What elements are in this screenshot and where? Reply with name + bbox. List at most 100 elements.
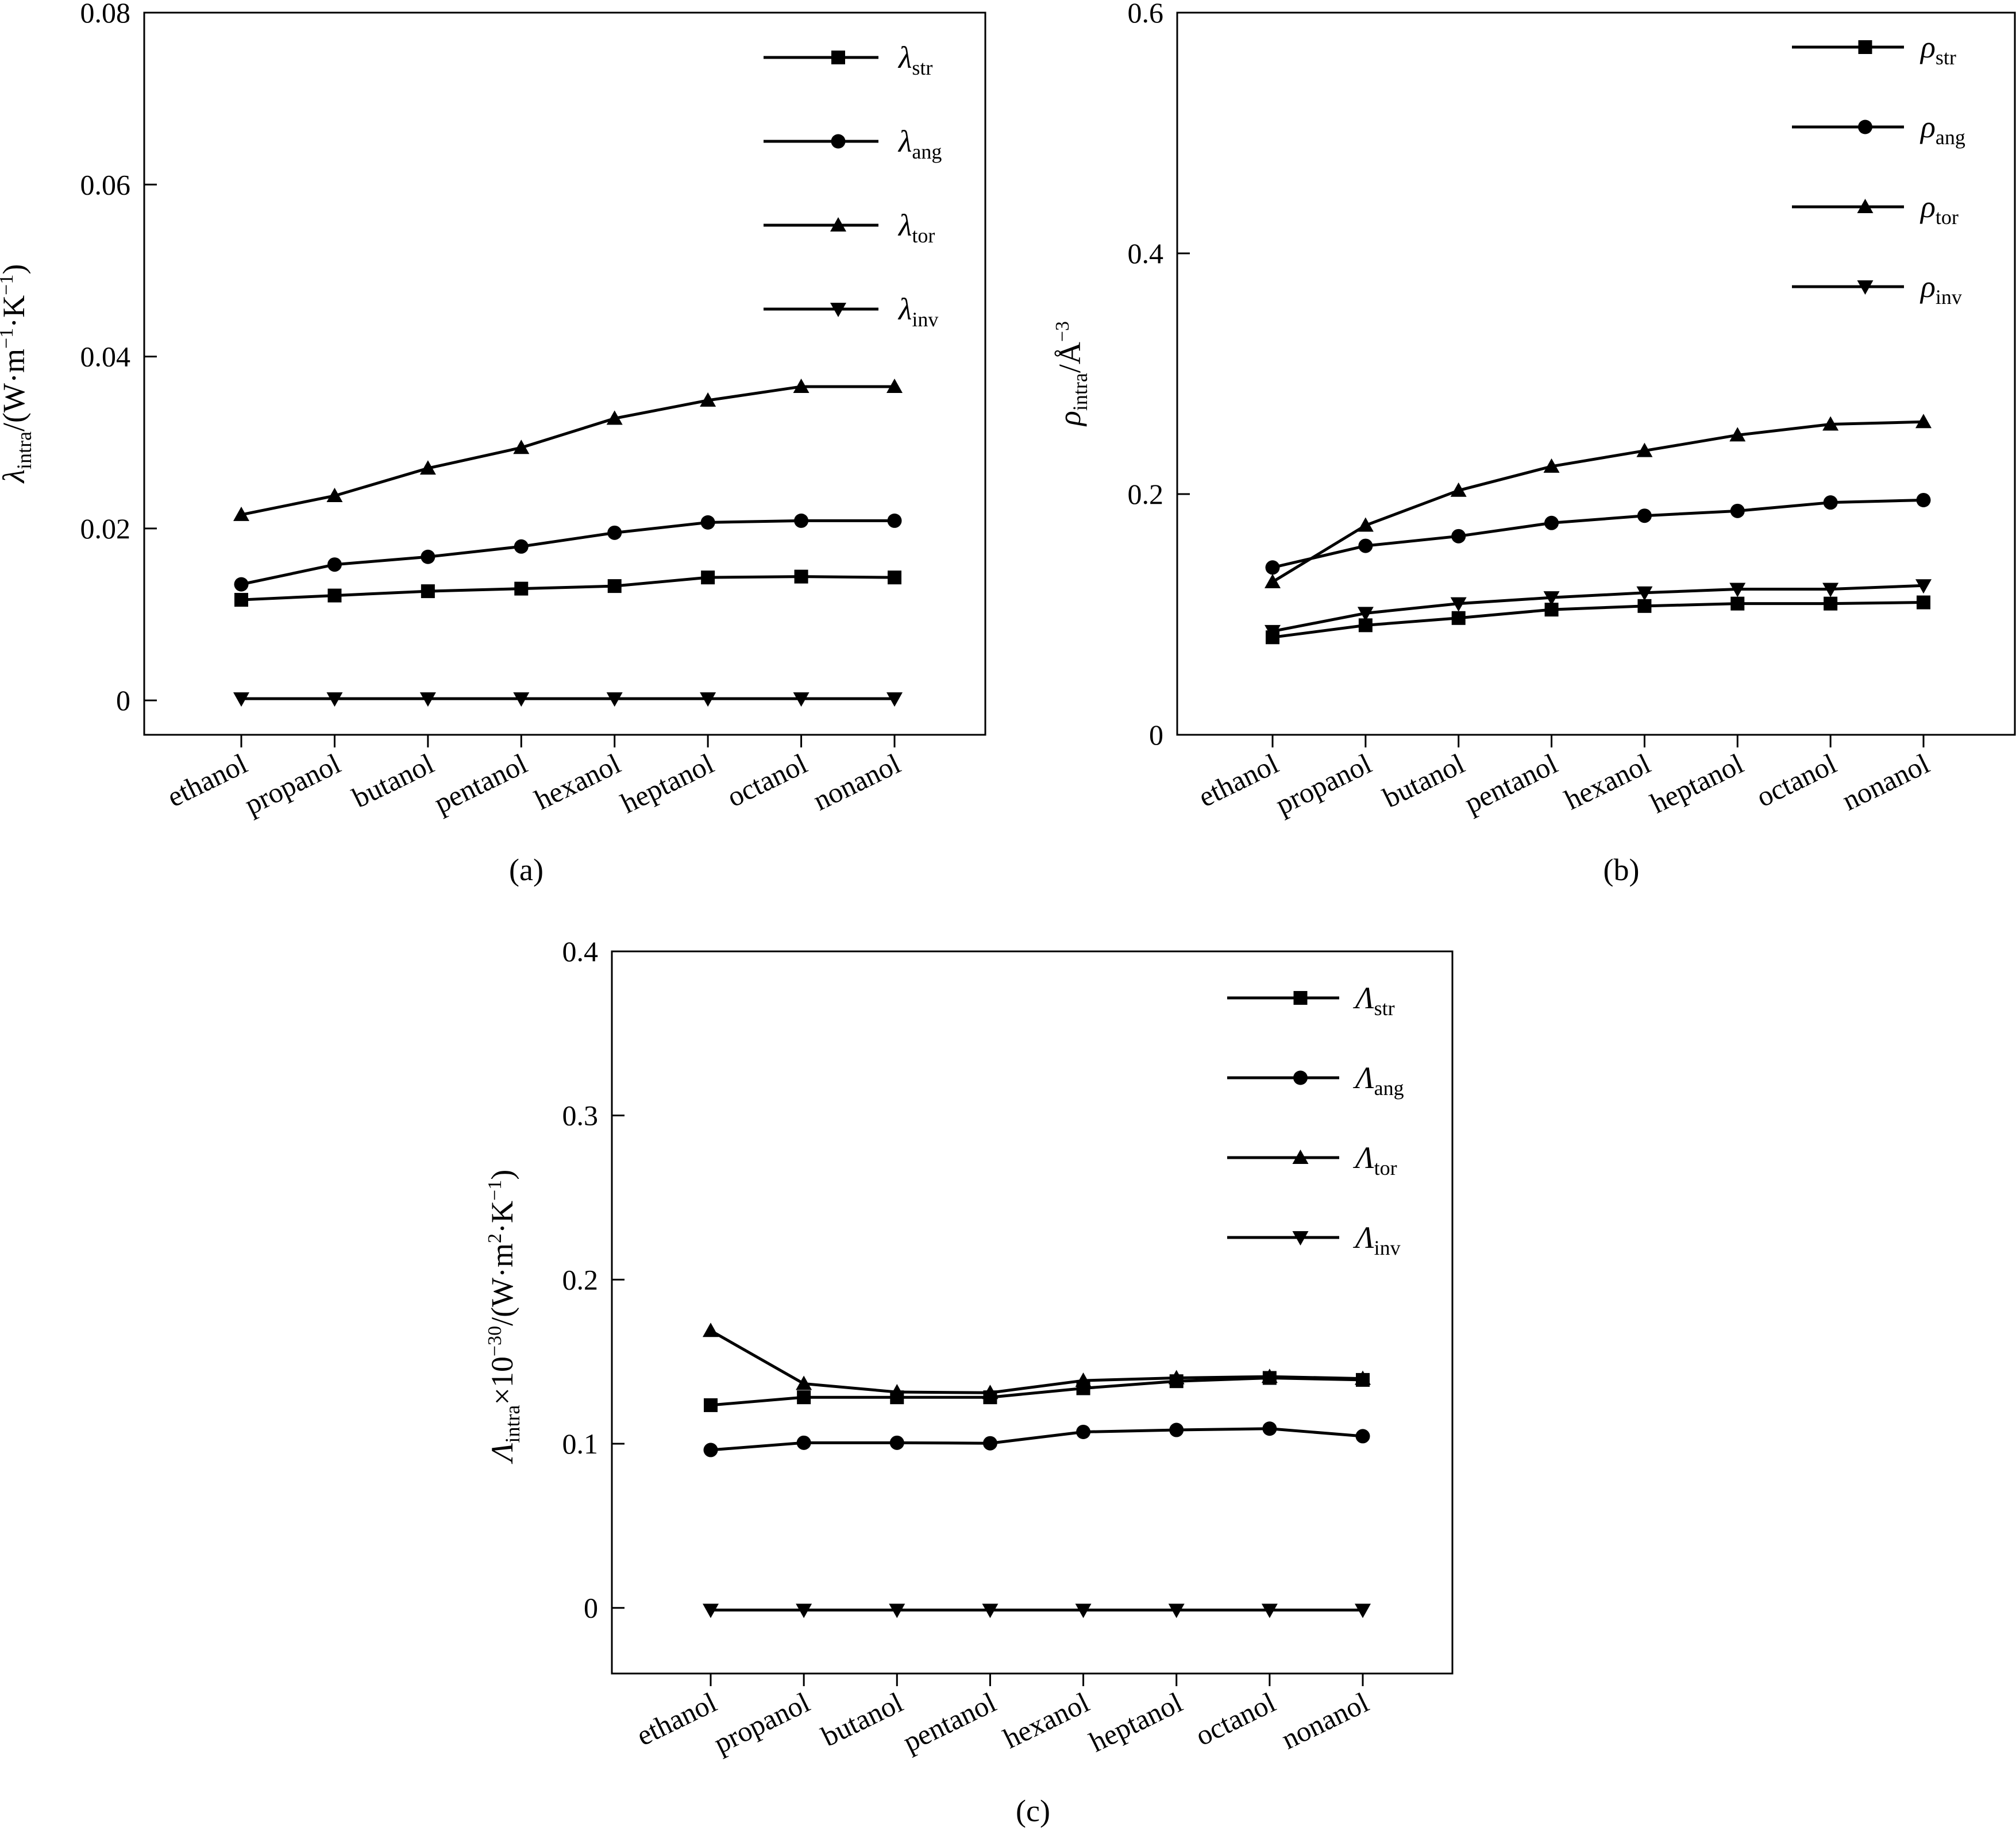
data-point-inv: [700, 692, 716, 707]
x-tick-label: butanol: [1378, 747, 1469, 814]
data-point-str: [607, 579, 622, 593]
data-point-ang: [887, 513, 902, 528]
y-tick-label: 0.04: [80, 341, 131, 373]
data-point-str: [888, 570, 901, 585]
y-tick-label: 0.1: [562, 1428, 599, 1460]
data-point-ang: [1451, 529, 1466, 543]
data-point-inv: [419, 692, 436, 707]
legend-marker-inv: [830, 303, 846, 317]
data-point-str: [1637, 599, 1652, 613]
data-point-ang: [514, 539, 529, 554]
series-line-str: [1272, 601, 1924, 639]
data-point-ang: [1730, 503, 1745, 518]
legend-label-tor: Λtor: [1352, 1140, 1397, 1179]
series-line-str: [241, 575, 895, 602]
legend-label-inv: λinv: [897, 292, 938, 331]
data-point-inv: [1265, 624, 1281, 639]
data-point-ang: [1076, 1424, 1091, 1439]
legend-marker-str: [831, 51, 845, 64]
data-point-tor: [1543, 458, 1560, 473]
series-inv: [703, 1603, 1371, 1618]
series-line-inv: [1272, 584, 1924, 633]
data-point-str: [327, 588, 342, 603]
data-point-inv: [1355, 1603, 1371, 1618]
data-point-ang: [703, 1443, 718, 1458]
data-point-str: [701, 570, 715, 585]
y-tick-label: 0: [584, 1592, 598, 1624]
plot-frame: [143, 11, 986, 736]
data-point-inv: [1822, 583, 1839, 597]
data-point-ang: [1916, 492, 1931, 507]
y-tick-label: 0.4: [1128, 237, 1164, 269]
x-tick-label: pentanol: [1459, 747, 1562, 820]
data-point-str: [797, 1390, 811, 1405]
legend-marker-str: [1858, 40, 1872, 54]
data-point-inv: [326, 692, 343, 707]
series-tor: [1265, 414, 1932, 588]
panel-caption: (a): [509, 853, 543, 887]
data-point-inv: [1729, 583, 1746, 597]
data-point-ang: [1823, 495, 1838, 510]
series-tor: [233, 378, 903, 521]
x-tick-label: hexanol: [530, 747, 626, 816]
series-line-tor: [241, 385, 895, 516]
data-point-tor: [1915, 414, 1932, 429]
data-point-ang: [1358, 538, 1373, 553]
series-line-ang: [710, 1427, 1363, 1452]
legend-label-ang: ρang: [1919, 110, 1965, 149]
series-ang: [703, 1421, 1370, 1458]
y-tick-label: 0.2: [1128, 478, 1164, 510]
data-point-ang: [1169, 1422, 1184, 1437]
data-point-inv: [703, 1603, 719, 1618]
series-line-ang: [241, 519, 895, 586]
data-point-inv: [982, 1603, 999, 1618]
legend-label-str: ρstr: [1919, 30, 1956, 69]
data-point-tor: [889, 1384, 905, 1399]
series-ang: [1265, 492, 1931, 575]
series-line-tor: [710, 1329, 1363, 1394]
series-tor: [703, 1323, 1371, 1399]
data-point-inv: [1075, 1603, 1092, 1618]
x-tick-label: octanol: [1751, 747, 1841, 813]
x-tick-label: pentanol: [429, 747, 532, 820]
legend-marker-ang: [1293, 1070, 1308, 1085]
x-tick-label: hexanol: [999, 1686, 1094, 1755]
data-point-tor: [1075, 1372, 1092, 1387]
data-point-inv: [793, 692, 810, 707]
data-point-tor: [1355, 1370, 1371, 1385]
x-tick-label: ethanol: [631, 1686, 722, 1752]
data-point-inv: [796, 1603, 812, 1618]
legend-marker-ang: [1858, 119, 1872, 134]
series-line-tor: [1271, 420, 1924, 584]
series-inv: [1265, 579, 1932, 639]
data-point-inv: [1543, 591, 1560, 606]
data-point-tor: [1357, 517, 1374, 532]
plot-frame: [1176, 11, 2016, 736]
y-tick-label: 0.06: [80, 168, 131, 201]
data-point-inv: [1636, 586, 1653, 601]
data-point-inv: [889, 1603, 905, 1618]
data-point-tor: [1261, 1368, 1278, 1383]
x-tick-label: pentanol: [898, 1686, 1001, 1759]
x-tick-label: nonanol: [808, 747, 905, 817]
x-tick-label: ethanol: [1193, 747, 1283, 813]
x-tick-label: heptanol: [1084, 1686, 1187, 1759]
series-str: [1266, 595, 1930, 645]
x-tick-label: heptanol: [1645, 747, 1748, 820]
x-tick-label: octanol: [1190, 1686, 1281, 1752]
y-tick-label: 0.02: [80, 512, 131, 545]
x-tick-label: butanol: [816, 1686, 908, 1753]
data-point-ang: [794, 513, 809, 528]
data-point-str: [1730, 596, 1745, 611]
data-point-inv: [886, 692, 903, 707]
data-point-tor: [982, 1385, 999, 1399]
legend-marker-tor: [830, 217, 846, 232]
data-point-tor: [796, 1375, 812, 1390]
data-point-tor: [1822, 416, 1839, 431]
x-tick-label: nonanol: [1837, 747, 1934, 817]
x-tick-label: propanol: [240, 747, 345, 821]
data-point-tor: [703, 1323, 719, 1337]
series-str: [234, 569, 901, 607]
